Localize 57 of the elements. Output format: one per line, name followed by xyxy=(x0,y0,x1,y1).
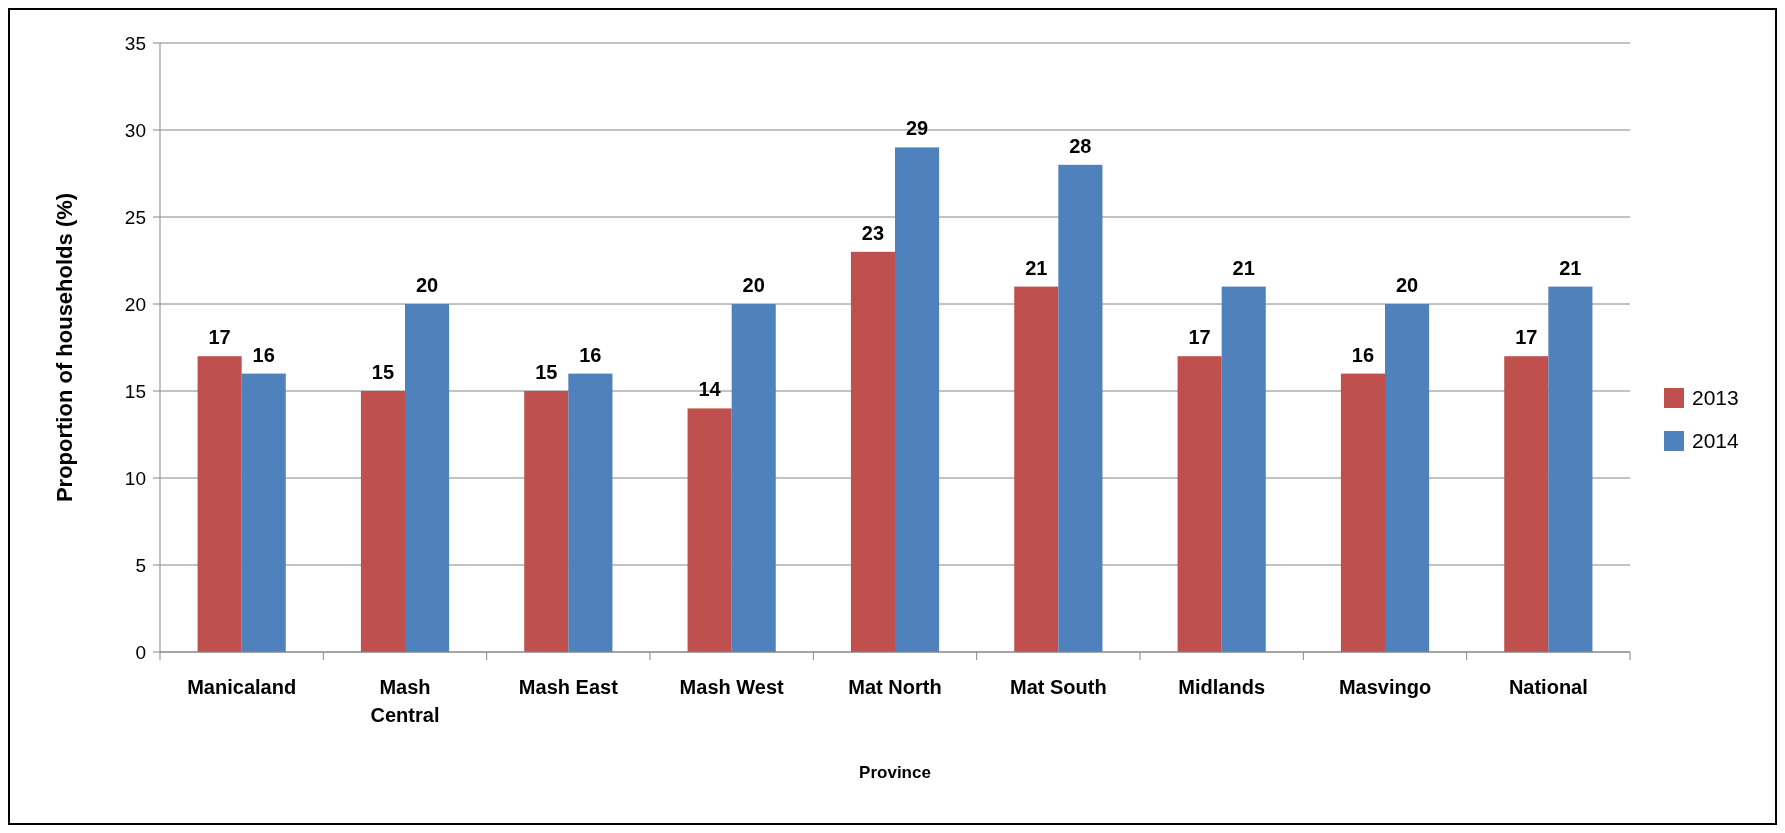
data-label: 16 xyxy=(1351,343,1375,366)
x-tick-label: Mat South xyxy=(1010,676,1107,698)
y-tick-label: 35 xyxy=(124,32,146,54)
x-tick-label: Mash East xyxy=(518,676,619,698)
x-tick-label: National xyxy=(1508,676,1588,698)
bar xyxy=(1058,164,1103,652)
bar xyxy=(568,373,613,652)
data-label: 17 xyxy=(1188,326,1211,349)
bar xyxy=(241,373,286,652)
y-tick-label: 25 xyxy=(124,206,146,228)
data-label: 15 xyxy=(371,361,395,383)
data-label: 28 xyxy=(1069,134,1092,157)
x-axis-title: Province xyxy=(859,763,931,782)
bar xyxy=(1548,286,1593,652)
data-label: 14 xyxy=(698,378,722,401)
bar xyxy=(1385,304,1430,652)
x-tick-label: Masvingo xyxy=(1338,676,1432,698)
data-label: 15 xyxy=(535,361,558,383)
bar xyxy=(197,356,242,652)
data-label: 21 xyxy=(1025,256,1048,279)
data-label: 29 xyxy=(905,117,929,140)
data-label: 20 xyxy=(415,274,439,296)
data-label: 21 xyxy=(1232,256,1255,279)
data-label: 23 xyxy=(861,221,885,244)
legend-label: 2013 xyxy=(1692,386,1739,409)
x-tick-label: Mash West xyxy=(679,676,785,698)
data-label: 17 xyxy=(1515,326,1538,349)
data-label: 21 xyxy=(1559,256,1582,279)
bar xyxy=(895,147,940,652)
bar xyxy=(1504,356,1549,652)
x-tick-label: Mat North xyxy=(848,676,942,698)
y-tick-label: 20 xyxy=(124,293,146,315)
data-label: 16 xyxy=(252,343,275,366)
bar xyxy=(405,304,450,652)
bar xyxy=(850,251,895,652)
bar xyxy=(1221,286,1266,652)
y-axis-title: Proportion of households (%) xyxy=(52,192,77,503)
data-label: 20 xyxy=(742,274,765,296)
bar xyxy=(360,391,405,652)
bar xyxy=(731,304,776,652)
y-tick-label: 15 xyxy=(124,380,146,402)
x-tick-label: Manicaland xyxy=(187,676,297,698)
y-tick-label: 0 xyxy=(135,641,146,663)
bar xyxy=(1014,286,1059,652)
data-label: 17 xyxy=(208,326,231,349)
y-tick-label: 10 xyxy=(124,467,146,489)
x-tick-label: Midlands xyxy=(1178,676,1265,698)
data-label: 20 xyxy=(1395,274,1419,296)
bar xyxy=(687,408,732,652)
legend-label: 2014 xyxy=(1692,429,1740,452)
bar xyxy=(524,391,569,652)
x-tick-label: Mash Central xyxy=(370,676,440,726)
data-label: 16 xyxy=(579,343,602,366)
y-tick-label: 5 xyxy=(135,554,146,576)
y-tick-label: 30 xyxy=(124,119,146,141)
bar xyxy=(1340,373,1385,652)
bar xyxy=(1177,356,1222,652)
